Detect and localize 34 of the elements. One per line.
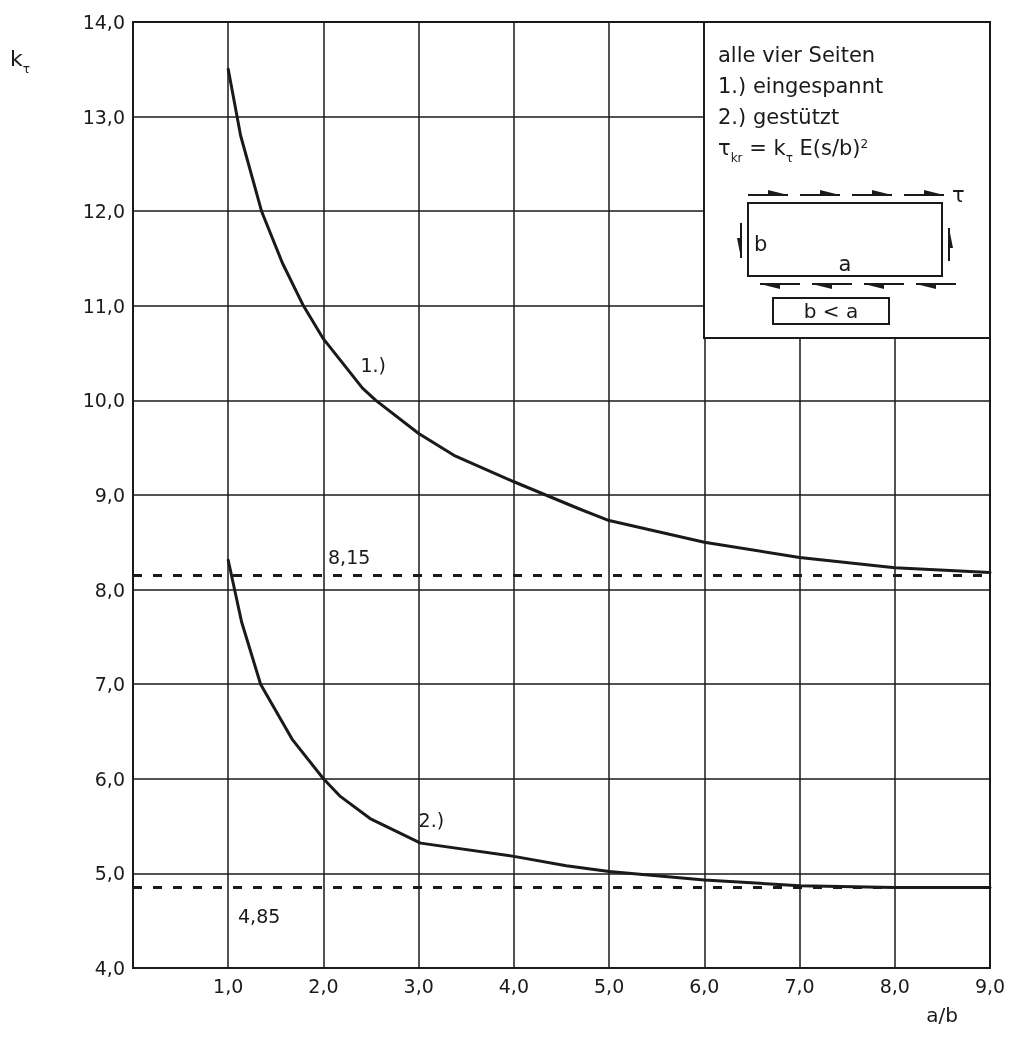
y-tick-label: 10,0 <box>82 389 125 412</box>
y-tick-label: 8,0 <box>94 578 125 601</box>
annotation: τ$_{kr}$ = k$_{τ}$ E(s/b)$^{2}$ <box>718 136 869 165</box>
annotation: a <box>838 252 852 276</box>
y-tick-label: 6,0 <box>94 767 125 790</box>
y-tick-label: 5,0 <box>94 862 125 885</box>
y-tick-label: 7,0 <box>94 673 125 696</box>
x-tick-label: 7,0 <box>784 974 815 997</box>
annotation: 1.) eingespannt <box>718 74 884 98</box>
y-tick-label: 9,0 <box>94 484 125 506</box>
x-tick-label: 8,0 <box>879 974 910 997</box>
ref-line-label: 8,15 <box>328 545 371 568</box>
x-tick-label: 9,0 <box>974 974 1006 997</box>
x-tick-label: 4,0 <box>498 974 529 997</box>
annotation: 2.) gestützt <box>718 105 840 129</box>
y-tick-label: 13,0 <box>82 105 125 128</box>
annotation: alle vier Seiten <box>718 43 876 67</box>
annotation: τ <box>952 183 965 207</box>
annotation: 1.) <box>360 354 387 377</box>
x-tick-label: 6,0 <box>689 974 720 997</box>
y-tick-label: 14,0 <box>82 11 125 33</box>
x-tick-label: 5,0 <box>594 974 625 997</box>
x-tick-label: 1,0 <box>213 974 244 997</box>
annotation: b < a <box>803 299 859 323</box>
x-tick-label: 2,0 <box>308 974 339 997</box>
x-axis-title: a/b <box>926 1003 958 1027</box>
y-axis-title: k$_{τ}$ <box>10 46 30 76</box>
annotation: b <box>754 232 768 256</box>
x-tick-label: 3,0 <box>403 974 434 997</box>
annotation: 2.) <box>418 809 445 832</box>
y-tick-label: 4,0 <box>94 957 125 979</box>
ref-line-label: 4,85 <box>238 905 281 928</box>
y-tick-label: 12,0 <box>82 200 125 223</box>
y-tick-label: 11,0 <box>82 294 125 317</box>
